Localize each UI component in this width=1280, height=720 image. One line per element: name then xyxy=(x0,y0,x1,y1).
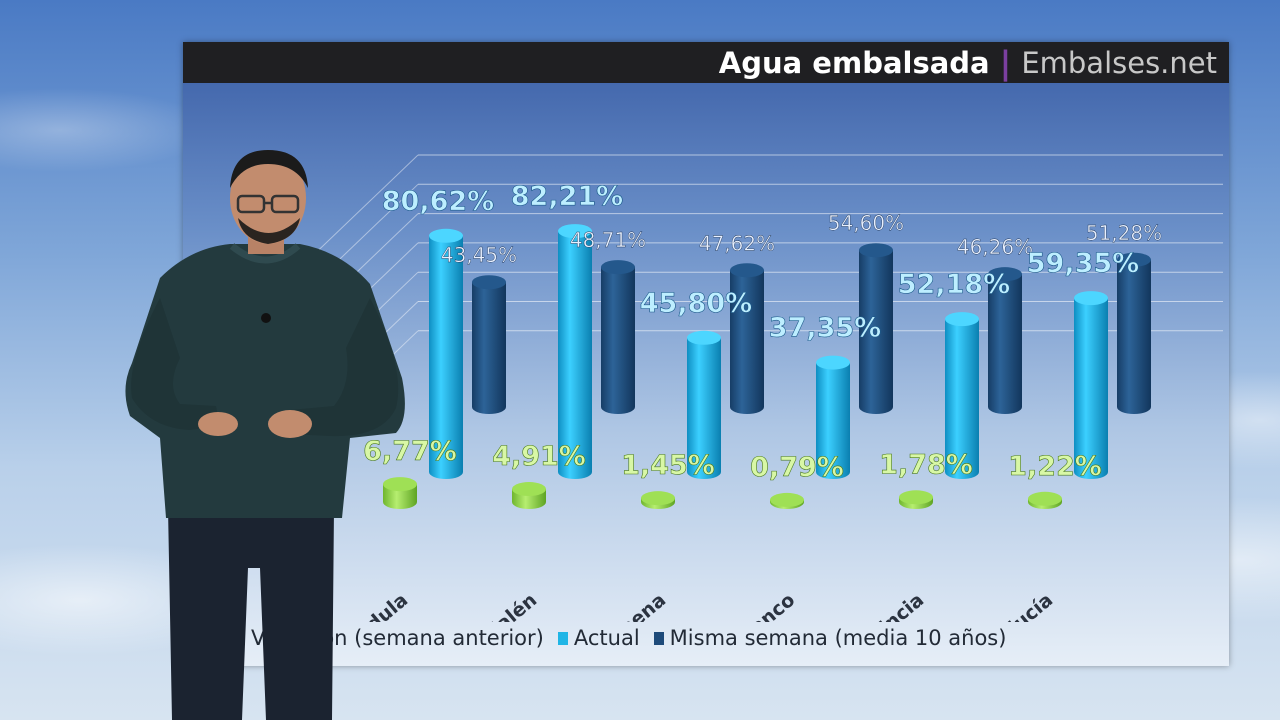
bar-variacion xyxy=(1028,491,1062,509)
bar-media-top xyxy=(730,263,764,278)
bar-actual-body xyxy=(1074,298,1108,479)
category-labels: JándulaGuadalénGuadalmenaTrancoProvincia… xyxy=(335,589,1057,622)
brand-name: Embalses.net xyxy=(1021,45,1217,80)
label-media: 43,45% xyxy=(441,243,517,267)
label-actual: 37,35% xyxy=(769,313,881,344)
bar-variacion-top xyxy=(512,482,546,497)
bar-variacion xyxy=(641,491,675,509)
bar-actual-body xyxy=(429,235,463,479)
label-media: 54,60% xyxy=(828,211,904,235)
legend-label-actual: Actual xyxy=(573,626,640,650)
title-bar: Agua embalsada | Embalses.net xyxy=(183,42,1229,83)
presenter xyxy=(125,150,405,720)
bar-actual xyxy=(558,224,592,479)
bar-actual-body xyxy=(687,337,721,479)
legend-swatch-actual xyxy=(557,631,568,645)
label-variacion: 0,79% xyxy=(750,452,844,483)
label-actual: 80,62% xyxy=(382,186,494,217)
bar-actual-body xyxy=(816,362,850,479)
label-actual: 59,35% xyxy=(1027,248,1139,279)
bar-actual-top xyxy=(1074,291,1108,306)
label-media: 48,71% xyxy=(570,228,646,252)
bar-actual-body xyxy=(558,231,592,479)
bar-variacion-top xyxy=(899,490,933,505)
bar-variacion-body xyxy=(383,484,417,509)
bar-media-top xyxy=(601,260,635,275)
bar-media-body xyxy=(601,267,635,414)
label-media: 47,62% xyxy=(699,231,775,255)
category-label: Tranco xyxy=(731,589,799,622)
bar-media-top xyxy=(1117,252,1151,267)
bar-actual xyxy=(687,330,721,479)
label-actual: 45,80% xyxy=(640,288,752,319)
bar-actual-top xyxy=(687,330,721,345)
bar-actual xyxy=(816,355,850,479)
label-variacion: 1,78% xyxy=(879,449,973,480)
label-actual: 82,21% xyxy=(511,181,623,212)
bar-media xyxy=(859,243,893,414)
bar-media-body xyxy=(1117,259,1151,414)
bars xyxy=(383,224,1151,509)
bar-variacion-top xyxy=(1028,491,1062,506)
bar-media xyxy=(1117,252,1151,414)
bar-actual-body xyxy=(945,319,979,479)
category-label: Andalucía xyxy=(962,589,1057,622)
gridline-diagonal xyxy=(302,154,419,266)
legend-label-media: Misma semana (media 10 años) xyxy=(669,626,1007,650)
chart-panel: Agua embalsada | Embalses.net 80,62% 43 xyxy=(183,42,1229,666)
chart-title: Agua embalsada xyxy=(718,45,990,80)
bar-variacion xyxy=(512,482,546,509)
category-label: Guadalén xyxy=(449,589,541,622)
title-separator: | xyxy=(999,43,1012,82)
bar-variacion xyxy=(770,492,804,509)
bar-variacion xyxy=(383,477,417,509)
label-media: 46,26% xyxy=(957,235,1033,259)
bar-media-top xyxy=(859,243,893,258)
bar-variacion-top xyxy=(770,492,804,507)
bar-variacion xyxy=(899,490,933,509)
bar-media-top xyxy=(988,267,1022,282)
bar-actual xyxy=(945,312,979,479)
bar-media-body xyxy=(472,282,506,414)
bar-media xyxy=(730,263,764,414)
bar-variacion-top xyxy=(383,477,417,492)
bar-media xyxy=(988,267,1022,414)
legend-item-media: Misma semana (media 10 años) xyxy=(653,626,1007,650)
bar-media-body xyxy=(859,250,893,414)
label-variacion: 4,91% xyxy=(492,441,586,472)
legend-item-actual: Actual xyxy=(557,626,640,650)
label-variacion: 1,45% xyxy=(621,450,715,481)
label-variacion: 6,77% xyxy=(363,436,457,467)
value-labels: 80,62% 43,45% 6,77% 82,21% 48,71% 4,91% 45,80%… xyxy=(363,181,1162,483)
bar-media-body xyxy=(730,270,764,414)
label-variacion: 1,22% xyxy=(1008,451,1102,482)
label-actual: 52,18% xyxy=(898,269,1010,300)
category-label: Provincia xyxy=(838,589,928,622)
bar-media xyxy=(472,275,506,414)
bar-actual-top xyxy=(945,312,979,327)
bar-variacion-top xyxy=(641,491,675,506)
bar-actual-top xyxy=(429,228,463,243)
bar-actual xyxy=(1074,291,1108,479)
category-label: Guadalmena xyxy=(553,589,670,622)
bar-actual-top xyxy=(816,355,850,370)
bar-actual xyxy=(429,228,463,479)
legend-swatch-media xyxy=(653,631,664,645)
bar-media-body xyxy=(988,274,1022,414)
bar-media xyxy=(601,260,635,414)
label-media: 51,28% xyxy=(1086,221,1162,245)
bar-media-top xyxy=(472,275,506,290)
reservoir-chart: 80,62% 43,45% 6,77% 82,21% 48,71% 4,91% 45,80%… xyxy=(302,154,1223,622)
bar-actual-top xyxy=(558,224,592,239)
